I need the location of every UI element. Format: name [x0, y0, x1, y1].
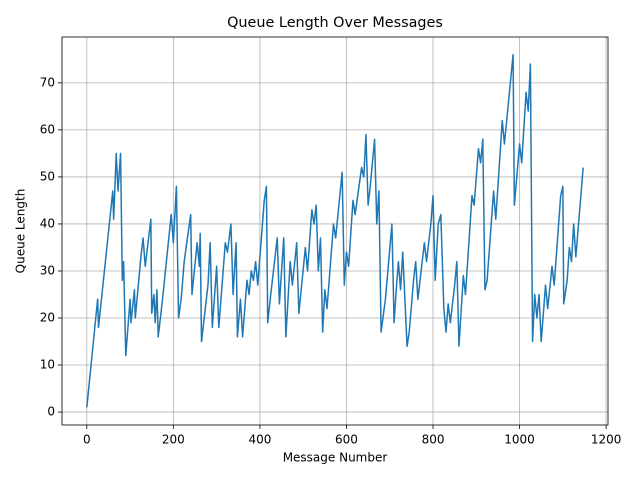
x-tick-label: 200 — [162, 433, 185, 447]
x-tick-label: 600 — [335, 433, 358, 447]
y-tick-label: 20 — [40, 311, 55, 325]
y-tick-label: 50 — [40, 169, 55, 183]
x-tick-label: 0 — [83, 433, 91, 447]
y-tick-label: 70 — [40, 75, 55, 89]
x-tick-label: 400 — [248, 433, 271, 447]
y-axis-label: Queue Length — [14, 189, 28, 274]
plot-frame — [61, 36, 609, 426]
y-tick-label: 10 — [40, 358, 55, 372]
x-tick-label: 800 — [422, 433, 445, 447]
x-axis-label: Message Number — [283, 451, 388, 465]
y-tick-label: 30 — [40, 263, 55, 277]
y-tick-label: 60 — [40, 122, 55, 136]
y-tick-label: 40 — [40, 216, 55, 230]
y-tick-label: 0 — [47, 405, 55, 419]
x-tick-label: 1000 — [504, 433, 535, 447]
data-line — [86, 53, 584, 408]
x-tick-label: 1200 — [591, 433, 622, 447]
chart-title: Queue Length Over Messages — [227, 15, 443, 31]
